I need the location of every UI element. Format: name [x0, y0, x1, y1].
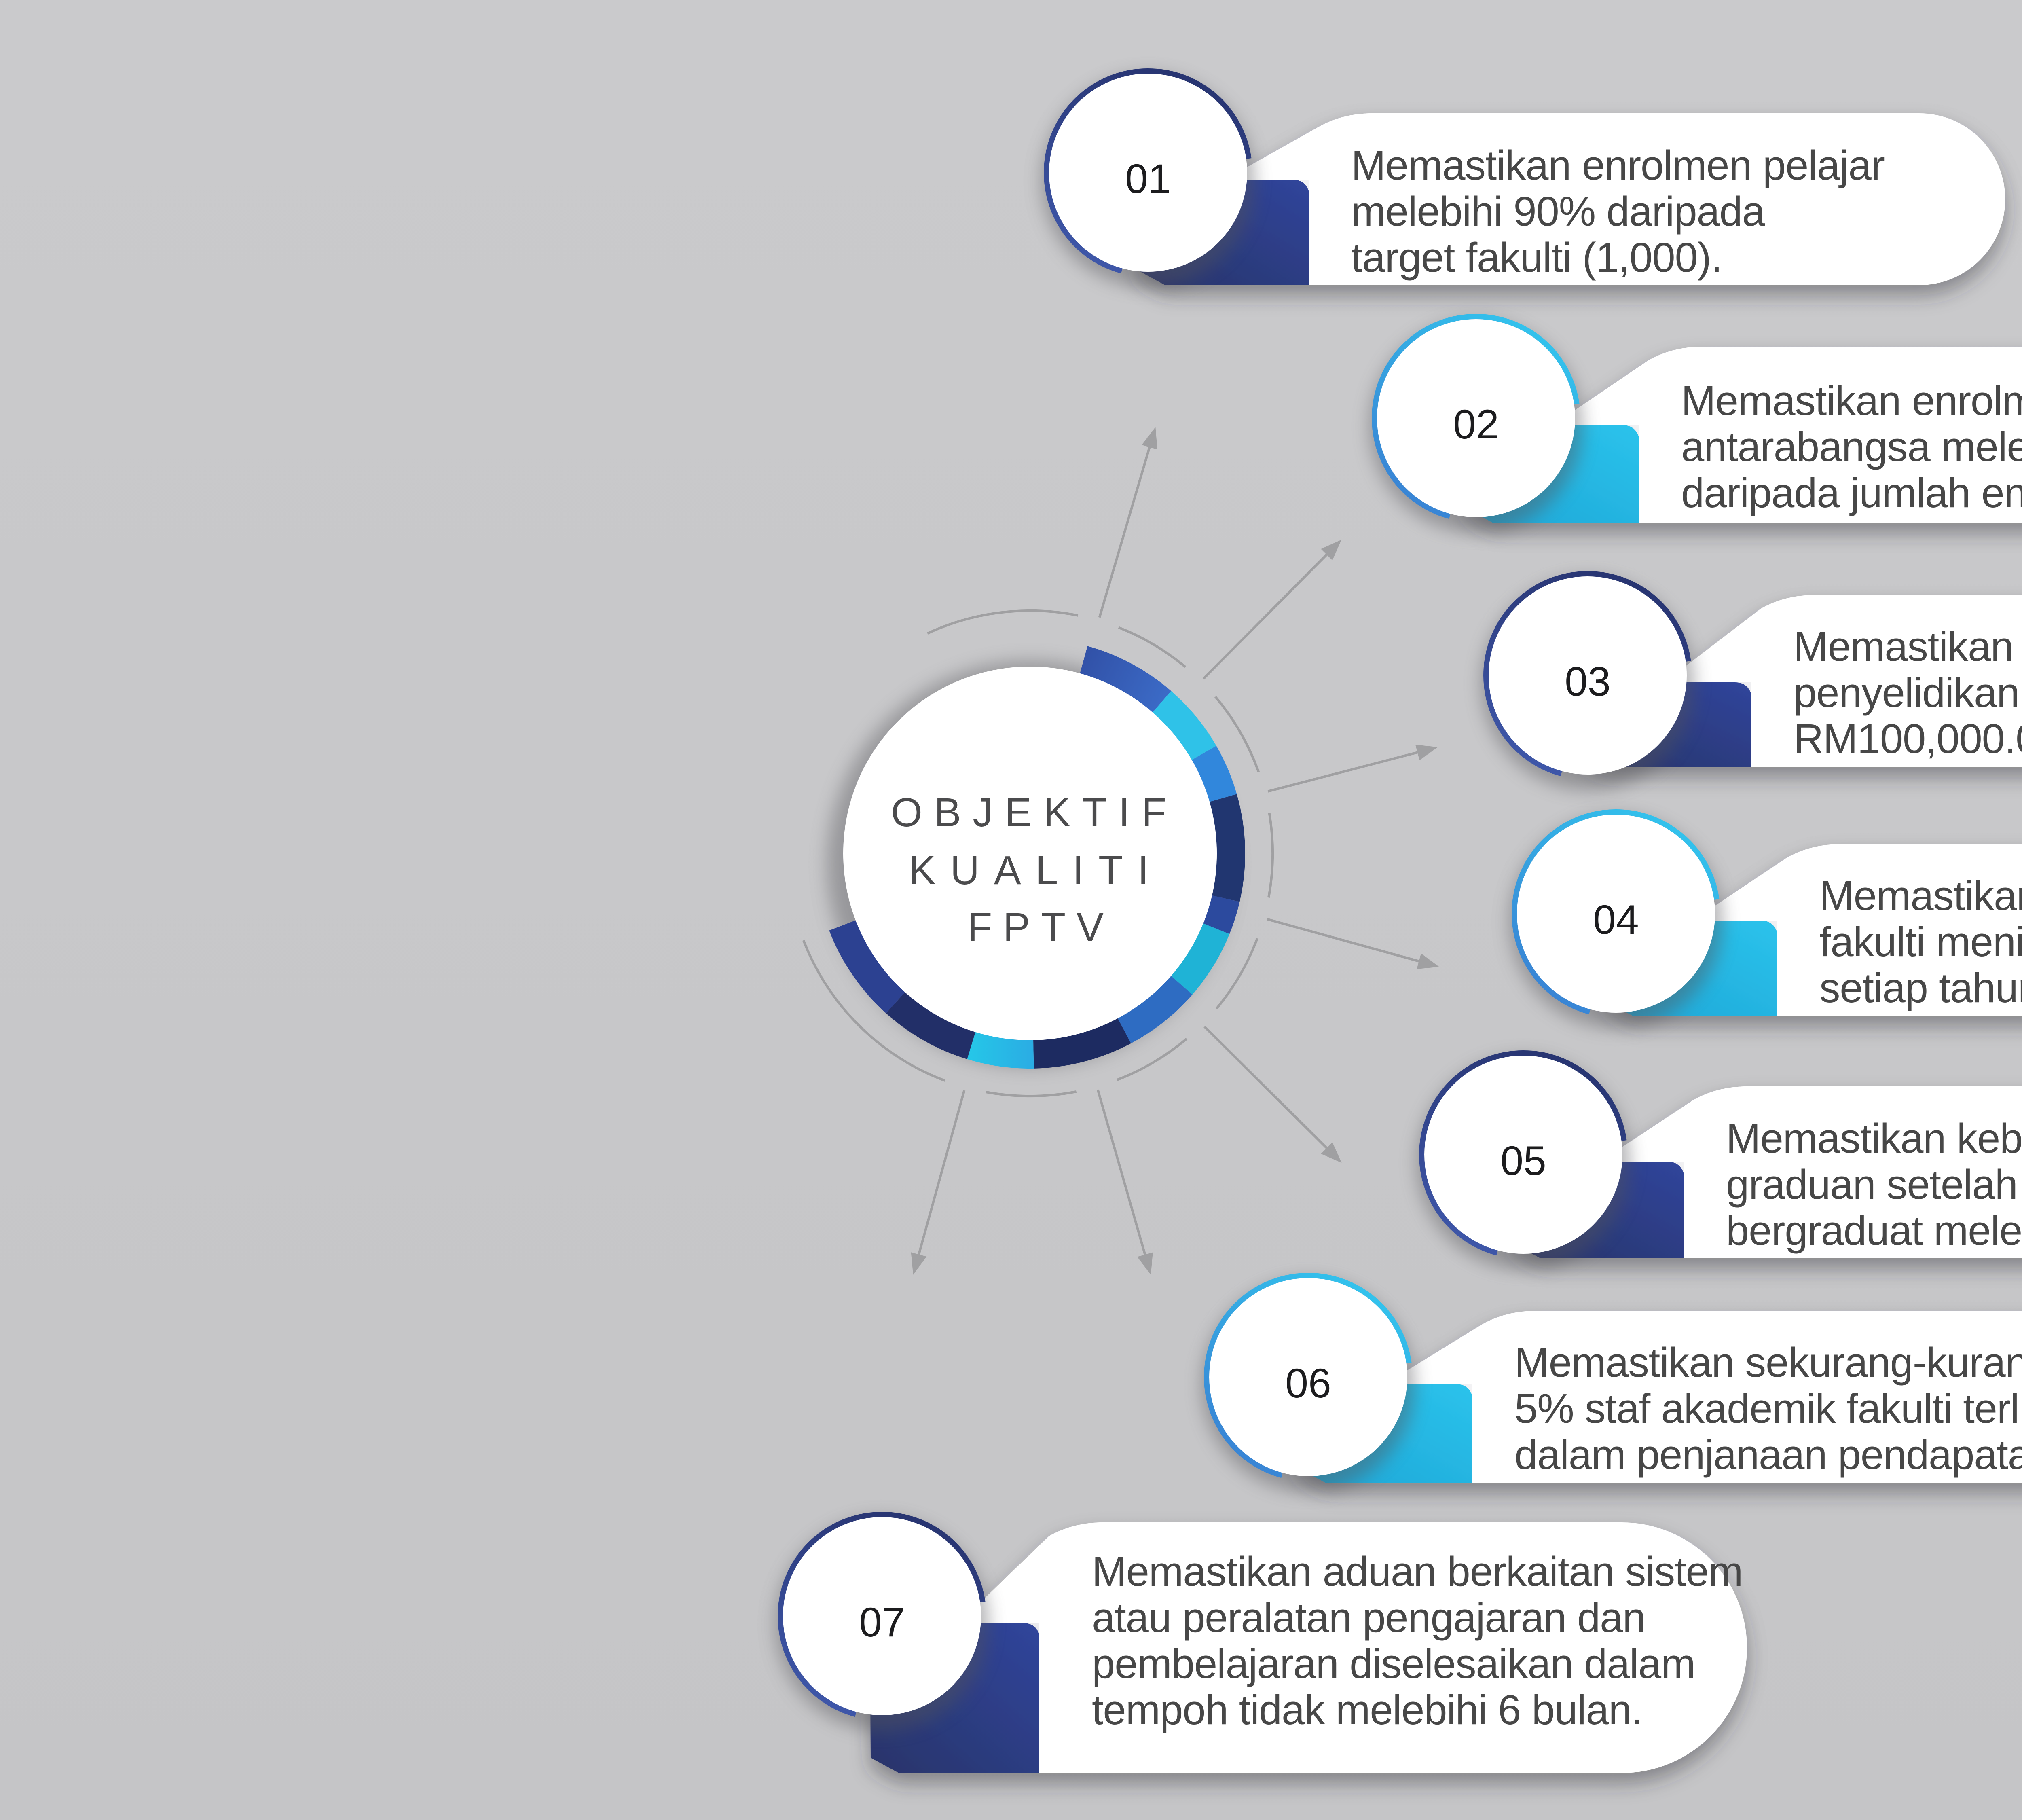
svg-text:Memastikan aduan berkaitan sis: Memastikan aduan berkaitan sistem [1092, 1548, 1743, 1595]
svg-text:06: 06 [1285, 1360, 1331, 1406]
svg-text:pembelajaran diselesaikan dala: pembelajaran diselesaikan dalam [1092, 1640, 1695, 1687]
svg-text:setiap tahun.: setiap tahun. [1819, 965, 2022, 1011]
svg-text:bergraduat melebihi 80%.: bergraduat melebihi 80%. [1726, 1207, 2022, 1254]
svg-text:Memastikan H-index (SCOPUS): Memastikan H-index (SCOPUS) [1819, 872, 2022, 919]
svg-text:FPTV: FPTV [967, 905, 1115, 950]
svg-text:atau peralatan pengajaran dan: atau peralatan pengajaran dan [1092, 1594, 1645, 1641]
svg-text:target fakulti (1,000).: target fakulti (1,000). [1351, 234, 1722, 281]
svg-text:Memastikan sekurang-kurangnya: Memastikan sekurang-kurangnya [1514, 1339, 2022, 1386]
svg-text:daripada jumlah enrolmen semas: daripada jumlah enrolmen semasa. [1681, 470, 2022, 516]
svg-text:tempoh tidak melebihi 6 bulan.: tempoh tidak melebihi 6 bulan. [1092, 1687, 1642, 1733]
svg-text:03: 03 [1565, 658, 1610, 705]
svg-text:antarabangsa melebihi 6%: antarabangsa melebihi 6% [1681, 423, 2022, 470]
svg-text:dalam penjanaan pendapatan.: dalam penjanaan pendapatan. [1514, 1431, 2022, 1478]
svg-text:05: 05 [1500, 1138, 1546, 1184]
svg-text:04: 04 [1593, 897, 1639, 943]
svg-text:Memastikan enrolmen pelajar: Memastikan enrolmen pelajar [1351, 142, 1885, 188]
svg-text:OBJEKTIF: OBJEKTIF [891, 790, 1178, 835]
svg-text:graduan setelah 6 bulan: graduan setelah 6 bulan [1726, 1161, 2022, 1208]
svg-text:01: 01 [1125, 156, 1171, 202]
svg-text:Memastikan enrolmen pelajar: Memastikan enrolmen pelajar [1681, 377, 2022, 424]
svg-text:fakulti meningkat 1 nilai inde: fakulti meningkat 1 nilai indeks [1819, 918, 2022, 965]
svg-text:penyelidikan baharu melebihi: penyelidikan baharu melebihi [1794, 669, 2022, 716]
svg-text:melebihi 90% daripada: melebihi 90% daripada [1351, 188, 1766, 235]
svg-text:5% staf akademik fakulti terli: 5% staf akademik fakulti terlibat [1514, 1385, 2022, 1432]
svg-text:02: 02 [1453, 401, 1499, 447]
svg-text:KUALITI: KUALITI [909, 848, 1163, 893]
svg-text:Memastikan pencapaian dana: Memastikan pencapaian dana [1794, 623, 2022, 670]
svg-text:07: 07 [859, 1599, 905, 1645]
svg-text:Memastikan kebolehkerjaan: Memastikan kebolehkerjaan [1726, 1115, 2022, 1162]
svg-text:RM100,000.00 setahun.: RM100,000.00 setahun. [1794, 715, 2022, 762]
